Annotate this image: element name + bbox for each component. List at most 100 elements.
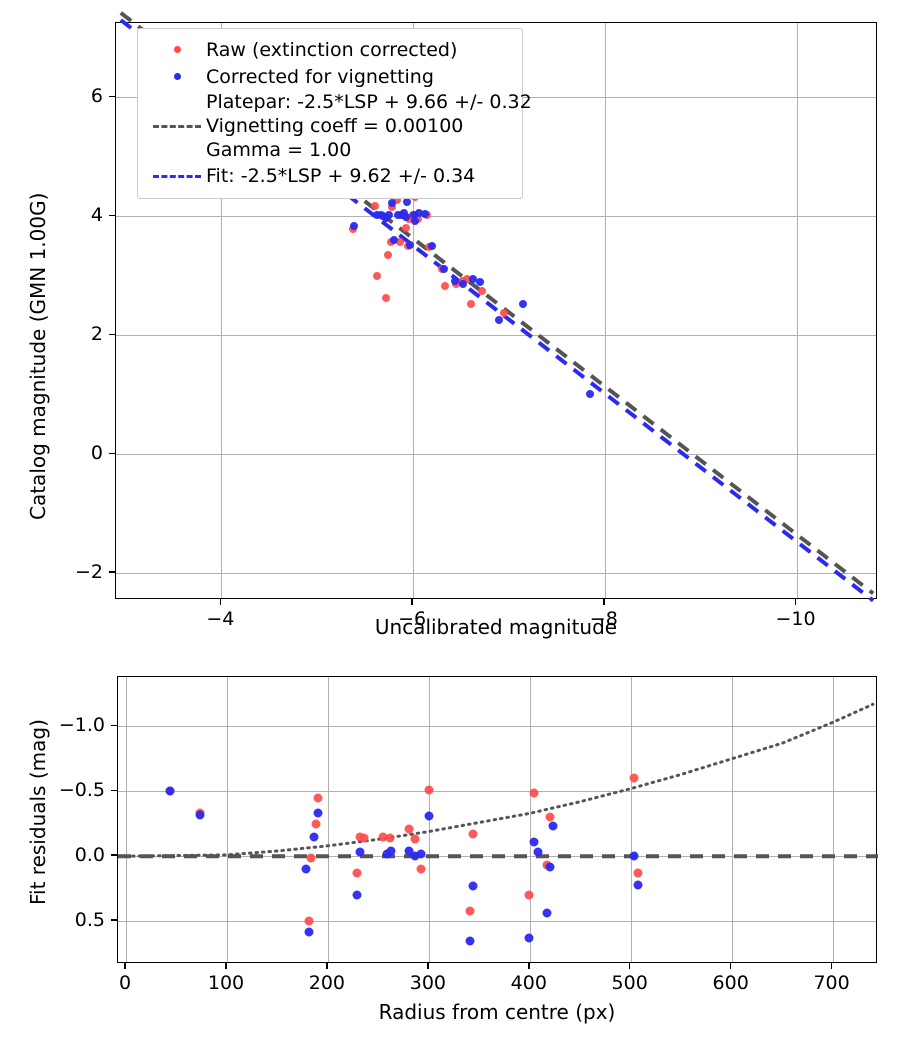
bottom-point-corrected xyxy=(465,936,475,946)
bottom-point-raw xyxy=(385,833,394,843)
bottom-point-corrected xyxy=(629,851,639,861)
top-ytick xyxy=(109,214,115,217)
legend: Raw (extinction corrected) Corrected for… xyxy=(137,28,532,199)
top-y-axis-label: Catalog magnitude (GMN 1.00G) xyxy=(26,192,50,520)
legend-label-fit: Fit: -2.5*LSP + 9.62 +/- 0.34 xyxy=(206,165,476,187)
bottom-point-raw xyxy=(313,793,323,803)
bottom-ytick-label: 0.0 xyxy=(74,844,105,867)
top-x-axis-label: Uncalibrated magnitude xyxy=(374,615,618,639)
bottom-point-corrected xyxy=(410,851,420,861)
top-point-corrected xyxy=(439,264,448,273)
legend-key-vignetting-dash xyxy=(148,124,206,128)
bottom-ytick-label: 0.5 xyxy=(74,909,105,932)
bottom-point-corrected xyxy=(404,846,414,856)
bottom-point-raw xyxy=(410,834,420,844)
bottom-xtick xyxy=(326,963,328,969)
top-xtick xyxy=(794,599,797,605)
legend-key-fit-dash xyxy=(148,174,206,178)
bottom-point-raw xyxy=(424,785,434,795)
bottom-point-raw xyxy=(404,824,414,834)
top-point-raw xyxy=(370,202,379,211)
bottom-gridline-v xyxy=(832,677,834,962)
legend-item-corrected: Corrected for vignetting xyxy=(148,63,512,90)
top-ytick-label: 2 xyxy=(90,323,103,346)
top-point-corrected xyxy=(459,280,467,289)
bottom-gridline-h xyxy=(118,791,876,793)
top-point-raw xyxy=(500,309,509,318)
bottom-gridline-v xyxy=(327,677,329,962)
legend-item-gamma: Gamma = 1.00 xyxy=(148,138,512,162)
bottom-point-raw xyxy=(524,890,534,900)
top-gridline-h xyxy=(116,454,876,456)
bottom-xtick-label: 600 xyxy=(712,972,749,994)
bottom-xtick xyxy=(225,963,227,969)
top-ytick-label: 0 xyxy=(90,442,103,465)
legend-key-platepar-blank xyxy=(148,101,206,104)
top-point-corrected xyxy=(495,315,504,324)
top-point-corrected xyxy=(401,212,410,221)
bottom-gridline-h xyxy=(118,726,876,728)
top-point-raw xyxy=(440,281,449,290)
top-point-corrected xyxy=(519,300,528,309)
bottom-gridline-h xyxy=(118,921,876,923)
bottom-xtick xyxy=(729,963,732,969)
legend-key-raw-dot xyxy=(148,46,206,53)
top-gridline-v xyxy=(604,23,606,598)
legend-label-vignetting-coeff: Vignetting coeff = 0.00100 xyxy=(206,115,464,137)
bottom-point-raw xyxy=(545,812,555,822)
bottom-ytick xyxy=(111,724,117,727)
top-point-raw xyxy=(382,293,391,302)
top-gridline-h xyxy=(116,335,876,337)
top-ytick xyxy=(109,452,115,455)
bottom-point-corrected xyxy=(542,908,552,918)
legend-item-fit: Fit: -2.5*LSP + 9.62 +/- 0.34 xyxy=(148,162,512,190)
bottom-point-corrected xyxy=(301,864,311,874)
top-ytick-label: 4 xyxy=(90,204,103,227)
top-point-corrected xyxy=(406,240,415,249)
bottom-point-corrected xyxy=(545,862,555,872)
top-point-corrected xyxy=(420,209,429,218)
bottom-point-corrected xyxy=(304,927,314,936)
top-point-corrected xyxy=(451,276,460,285)
top-point-raw xyxy=(478,287,487,296)
bottom-point-corrected xyxy=(548,821,558,831)
top-gridline-h xyxy=(116,216,876,218)
top-xtick xyxy=(603,599,605,605)
bottom-xtick-label: 0 xyxy=(119,972,132,994)
top-ytick xyxy=(109,571,115,573)
top-point-raw xyxy=(372,271,381,280)
legend-key-corrected-dot xyxy=(148,73,206,80)
bottom-xtick xyxy=(830,963,833,969)
bottom-point-raw xyxy=(352,868,362,878)
bottom-gridline-h xyxy=(118,856,876,858)
bottom-gridline-v xyxy=(126,677,128,962)
bottom-point-raw xyxy=(306,853,316,862)
top-xtick-label: −10 xyxy=(775,608,816,630)
legend-label-gamma: Gamma = 1.00 xyxy=(206,139,352,161)
legend-item-vignetting-coeff: Vignetting coeff = 0.00100 xyxy=(148,114,512,138)
bottom-point-raw xyxy=(529,788,539,798)
bottom-point-raw xyxy=(465,906,475,916)
top-gridline-h xyxy=(116,573,876,575)
bottom-gridline-v xyxy=(227,677,228,962)
bottom-xtick-label: 100 xyxy=(207,972,245,994)
bottom-xtick-label: 400 xyxy=(510,972,547,994)
legend-label-raw: Raw (extinction corrected) xyxy=(206,38,458,61)
bottom-point-corrected xyxy=(633,880,643,890)
bottom-xtick-label: 500 xyxy=(611,972,648,994)
bottom-xtick xyxy=(528,963,530,969)
bottom-point-raw xyxy=(633,868,643,878)
top-ytick xyxy=(109,95,115,98)
top-point-corrected xyxy=(468,275,477,284)
bottom-xtick-label: 200 xyxy=(308,972,346,994)
bottom-point-raw xyxy=(629,773,639,783)
top-ytick-label: 6 xyxy=(90,85,103,108)
bottom-point-raw xyxy=(416,864,426,874)
bottom-point-corrected xyxy=(313,808,323,818)
bottom-ytick xyxy=(111,854,117,856)
top-point-raw xyxy=(384,251,393,259)
bottom-point-corrected xyxy=(529,837,539,847)
bottom-xtick xyxy=(628,963,631,969)
top-xtick-label: −4 xyxy=(206,608,235,630)
